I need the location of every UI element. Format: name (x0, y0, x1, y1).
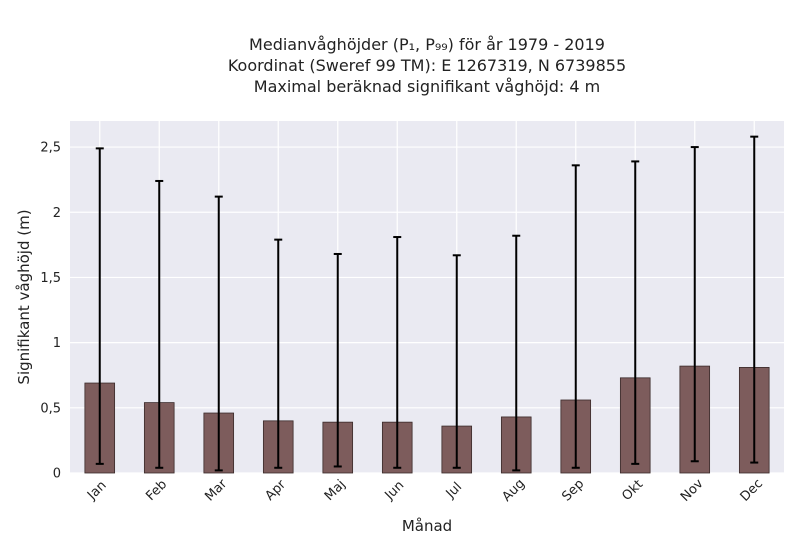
x-tick-label: Jul (443, 480, 465, 502)
x-tick-label: Apr (263, 477, 290, 504)
x-tick-label: Feb (143, 477, 170, 504)
y-tick-label: 1 (53, 336, 61, 351)
x-axis-ticks: Jan Feb Mar Apr Maj Jun Jul Aug Sep Okt Nov Dec (84, 476, 766, 505)
y-axis-ticks: 0 0,5 1 1,5 2 2,5 (40, 141, 61, 482)
title-line-2: Koordinat (Sweref 99 TM): E 1267319, N 6… (227, 56, 627, 75)
x-tick-label: Jun (382, 478, 408, 504)
title-line-3: Maximal beräknad signifikant våghöjd: 4 … (253, 77, 601, 96)
x-tick-label: Aug (499, 476, 528, 505)
x-tick-label: Dec (738, 476, 766, 504)
y-tick-label: 2,5 (40, 141, 61, 156)
y-tick-label: 2 (53, 206, 61, 221)
x-tick-label: Mar (202, 476, 230, 504)
x-tick-label: Okt (619, 477, 646, 504)
y-tick-label: 1,5 (40, 271, 61, 286)
x-tick-label: Sep (559, 477, 587, 505)
chart-title: Medianvåghöjder (P₁, P₉₉) för år 1979 - … (70, 34, 784, 97)
plot-area (70, 121, 784, 473)
x-tick-label: Jan (84, 478, 109, 503)
error-bars (95, 135, 759, 472)
x-tick-label: Nov (678, 476, 707, 505)
x-tick-label: Maj (322, 477, 349, 504)
y-tick-label: 0,5 (40, 401, 61, 416)
y-tick-label: 0 (53, 467, 61, 482)
title-line-1: Medianvåghöjder (P₁, P₉₉) för år 1979 - … (249, 35, 605, 54)
y-axis-label: Signifikant våghöjd (m) (15, 209, 33, 384)
x-axis-label: Månad (402, 517, 452, 535)
